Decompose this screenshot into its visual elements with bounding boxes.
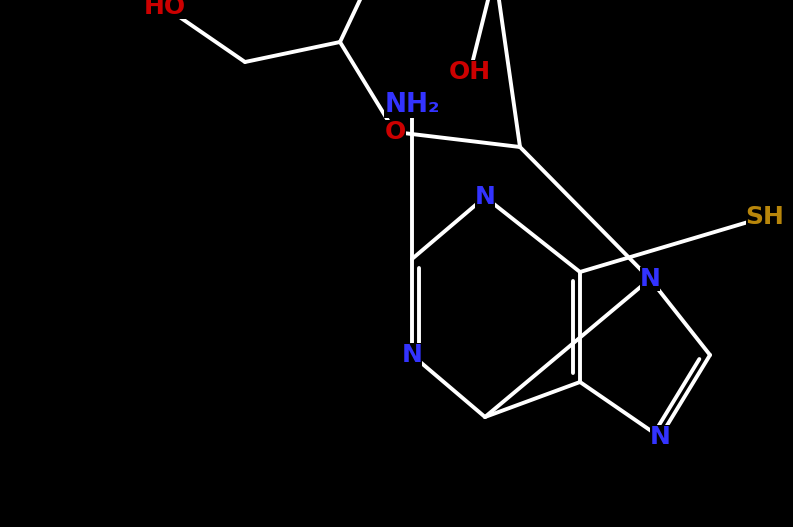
Text: N: N	[401, 343, 423, 367]
Text: N: N	[649, 425, 670, 449]
Text: SH: SH	[745, 205, 784, 229]
Text: HO: HO	[144, 0, 186, 19]
Text: N: N	[640, 267, 661, 291]
Text: N: N	[474, 185, 496, 209]
Text: OH: OH	[449, 60, 491, 84]
Text: O: O	[385, 120, 406, 144]
Text: NH₂: NH₂	[385, 92, 440, 118]
